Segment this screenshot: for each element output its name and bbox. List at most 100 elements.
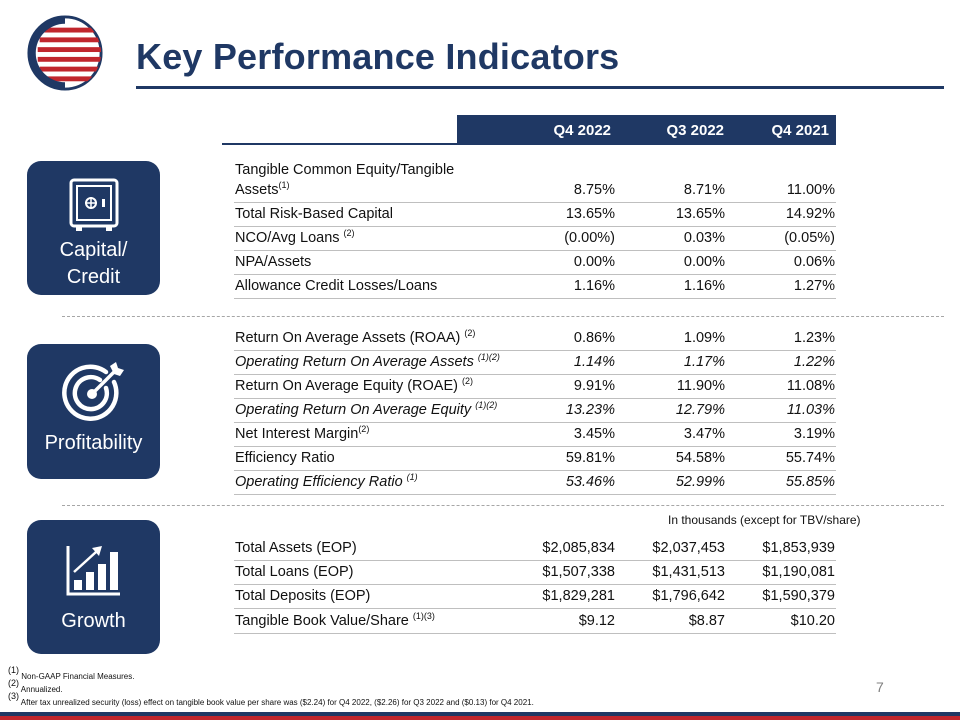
row-label: Return On Average Equity (ROAE) (2) bbox=[235, 376, 474, 395]
table-row: Total Loans (EOP) $1,507,338 $1,431,513 … bbox=[234, 560, 836, 585]
value-q3-2022: $1,796,642 bbox=[652, 588, 725, 604]
row-label: NPA/Assets bbox=[235, 254, 312, 270]
footnotes: (1) Non-GAAP Financial Measures. (2) Ann… bbox=[8, 666, 534, 709]
table-row: NPA/Assets 0.00% 0.00% 0.06% bbox=[234, 250, 836, 275]
value-q4-2022: 0.86% bbox=[573, 330, 615, 346]
title-underline bbox=[136, 86, 944, 89]
target-icon bbox=[61, 362, 124, 421]
page-title: Key Performance Indicators bbox=[136, 36, 620, 77]
category-label: Growth bbox=[61, 610, 126, 632]
value-q3-2022: 0.03% bbox=[683, 230, 725, 246]
value-q4-2021: 1.27% bbox=[793, 278, 835, 294]
value-q4-2021: 14.92% bbox=[785, 206, 835, 222]
value-q3-2022: 8.71% bbox=[683, 182, 725, 198]
table-row: Total Deposits (EOP) $1,829,281 $1,796,6… bbox=[234, 584, 836, 609]
category-label: Credit bbox=[66, 266, 121, 288]
value-q4-2021: 1.22% bbox=[793, 354, 835, 370]
value-q3-2022: 12.79% bbox=[675, 402, 725, 418]
value-q3-2022: $1,431,513 bbox=[652, 564, 725, 580]
row-label: Total Loans (EOP) bbox=[235, 564, 354, 580]
value-q4-2021: $1,853,939 bbox=[762, 540, 835, 556]
value-q3-2022: 0.00% bbox=[683, 254, 725, 270]
table-header: Q4 2022 Q3 2022 Q4 2021 bbox=[457, 115, 836, 145]
section-divider bbox=[62, 505, 944, 506]
value-q3-2022: 54.58% bbox=[675, 450, 725, 466]
safe-icon bbox=[69, 178, 118, 231]
table-row: NCO/Avg Loans (2) (0.00%) 0.03% (0.05%) bbox=[234, 226, 836, 251]
value-q4-2022: 8.75% bbox=[573, 182, 615, 198]
value-q4-2021: 0.06% bbox=[793, 254, 835, 270]
value-q3-2022: $8.87 bbox=[688, 613, 725, 629]
row-label: Efficiency Ratio bbox=[235, 450, 335, 466]
value-q4-2021: 11.00% bbox=[786, 182, 835, 198]
value-q4-2022: 3.45% bbox=[573, 426, 615, 442]
row-label: Return On Average Assets (ROAA) (2) bbox=[235, 328, 476, 347]
table-row: Operating Return On Average Assets (1)(2… bbox=[234, 350, 836, 375]
category-profitability: Profitability bbox=[27, 344, 160, 479]
value-q4-2021: 11.03% bbox=[786, 402, 835, 418]
table-row: Efficiency Ratio 59.81% 54.58% 55.74% bbox=[234, 446, 836, 471]
footnote: (3) After tax unrealized security (loss)… bbox=[8, 691, 534, 708]
value-q4-2021: (0.05%) bbox=[784, 230, 835, 246]
header-underline bbox=[222, 143, 458, 145]
value-q3-2022: $2,037,453 bbox=[652, 540, 725, 556]
value-q3-2022: 11.90% bbox=[676, 378, 725, 394]
value-q4-2021: 3.19% bbox=[793, 426, 835, 442]
table-row: Allowance Credit Losses/Loans 1.16% 1.16… bbox=[234, 274, 836, 299]
row-label: NCO/Avg Loans (2) bbox=[235, 228, 355, 247]
value-q4-2022: $1,507,338 bbox=[542, 564, 615, 580]
column-header-q4-2022: Q4 2022 bbox=[553, 122, 611, 139]
value-q4-2022: 13.65% bbox=[565, 206, 615, 222]
units-note: In thousands (except for TBV/share) bbox=[668, 513, 861, 527]
value-q4-2021: 55.85% bbox=[785, 474, 835, 490]
value-q3-2022: 1.09% bbox=[683, 330, 725, 346]
value-q4-2022: (0.00%) bbox=[564, 230, 615, 246]
bar-chart-growth-icon bbox=[66, 546, 120, 596]
value-q3-2022: 1.17% bbox=[683, 354, 725, 370]
value-q4-2021: $10.20 bbox=[790, 613, 835, 629]
category-growth: Growth bbox=[27, 520, 160, 654]
table-row: Total Assets (EOP) $2,085,834 $2,037,453… bbox=[234, 536, 836, 561]
value-q4-2021: $1,590,379 bbox=[762, 588, 835, 604]
value-q3-2022: 1.16% bbox=[683, 278, 725, 294]
table-row: Tangible Common Equity/Tangible Assets(1… bbox=[234, 157, 836, 203]
table-row: Operating Return On Average Equity (1)(2… bbox=[234, 398, 836, 423]
value-q3-2022: 52.99% bbox=[675, 474, 725, 490]
table-row: Total Risk-Based Capital 13.65% 13.65% 1… bbox=[234, 202, 836, 227]
column-header-q4-2021: Q4 2021 bbox=[771, 122, 829, 139]
value-q4-2022: 13.23% bbox=[565, 402, 615, 418]
category-capital-credit: Capital/ Credit bbox=[27, 161, 160, 295]
category-label: Capital/ bbox=[59, 239, 128, 261]
value-q4-2022: $2,085,834 bbox=[542, 540, 615, 556]
row-label: Tangible Common Equity/Tangible bbox=[235, 162, 455, 178]
row-label: Total Deposits (EOP) bbox=[235, 588, 371, 604]
value-q4-2022: 1.16% bbox=[573, 278, 615, 294]
row-label: Operating Return On Average Assets (1)(2… bbox=[235, 352, 500, 371]
value-q4-2021: 55.74% bbox=[785, 450, 835, 466]
row-label: Net Interest Margin(2) bbox=[235, 424, 370, 443]
row-label: Tangible Book Value/Share (1)(3) bbox=[235, 611, 435, 630]
value-q4-2021: 1.23% bbox=[793, 330, 835, 346]
value-q4-2022: 53.46% bbox=[565, 474, 615, 490]
category-label: Profitability bbox=[44, 432, 143, 454]
table-row: Net Interest Margin(2) 3.45% 3.47% 3.19% bbox=[234, 422, 836, 447]
row-label: Operating Efficiency Ratio (1) bbox=[235, 472, 418, 491]
value-q4-2022: 59.81% bbox=[565, 450, 615, 466]
value-q4-2022: $1,829,281 bbox=[542, 588, 615, 604]
row-label: Assets(1) bbox=[235, 180, 290, 199]
table-row: Return On Average Equity (ROAE) (2) 9.91… bbox=[234, 374, 836, 399]
section-divider bbox=[62, 316, 944, 317]
table-row: Return On Average Assets (ROAA) (2) 0.86… bbox=[234, 325, 836, 351]
value-q4-2022: 1.14% bbox=[573, 354, 615, 370]
column-header-q3-2022: Q3 2022 bbox=[666, 122, 724, 139]
value-q3-2022: 13.65% bbox=[675, 206, 725, 222]
footer-bar-red bbox=[0, 716, 960, 720]
row-label: Total Risk-Based Capital bbox=[235, 206, 393, 222]
value-q4-2021: 11.08% bbox=[786, 378, 835, 394]
footnote: (2) Annualized. bbox=[8, 678, 63, 695]
value-q4-2022: 9.91% bbox=[573, 378, 615, 394]
company-logo bbox=[27, 15, 103, 91]
table-row: Operating Efficiency Ratio (1) 53.46% 52… bbox=[234, 470, 836, 495]
value-q4-2021: $1,190,081 bbox=[762, 564, 835, 580]
table-row: Tangible Book Value/Share (1)(3) $9.12 $… bbox=[234, 608, 836, 634]
